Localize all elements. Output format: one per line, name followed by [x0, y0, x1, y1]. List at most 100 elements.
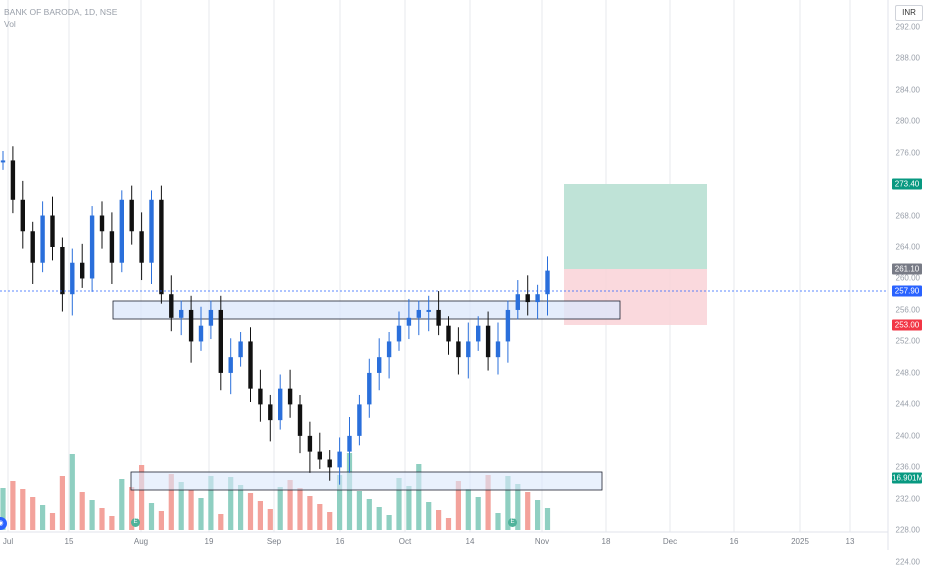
volume-bar — [30, 497, 36, 530]
candle-body — [297, 404, 303, 436]
candle-body — [416, 309, 421, 318]
time-tick-label: 16 — [729, 537, 739, 546]
volume-bar — [49, 513, 56, 530]
candle-body — [535, 294, 540, 303]
time-tick-label: 15 — [64, 537, 74, 546]
candle-body — [337, 451, 342, 468]
volume-bar — [436, 510, 442, 530]
volume-bar — [535, 500, 541, 530]
price-tick-label: 268.00 — [895, 211, 920, 220]
candle-body — [287, 388, 293, 405]
price-tick-label: 284.00 — [895, 85, 920, 95]
volume-bar — [277, 487, 283, 530]
volume-bar — [356, 491, 362, 530]
time-tick-label: Dec — [662, 537, 678, 546]
candle-body — [208, 309, 214, 326]
volume-bar — [396, 478, 402, 530]
volume-bar — [247, 493, 254, 530]
price-tick-label: 292.00 — [895, 22, 920, 32]
time-tick-label: 2025 — [791, 537, 809, 546]
target-zone — [564, 184, 707, 269]
volume-bar — [327, 512, 333, 530]
volume-bar — [406, 486, 412, 530]
price-chart[interactable] — [0, 0, 932, 550]
volume-bars — [0, 453, 551, 530]
time-tick-label: 16 — [335, 537, 345, 546]
volume-bar — [129, 487, 135, 530]
volume-bar — [40, 505, 46, 530]
candle-body — [159, 199, 164, 295]
volume-bar — [168, 474, 174, 530]
time-tick-label: Aug — [133, 537, 149, 546]
volume-bar — [188, 490, 194, 530]
volume-bar — [287, 480, 293, 530]
tradingview-logo-icon[interactable]: ◉ — [0, 517, 7, 530]
volume-bar — [178, 482, 184, 530]
volume-bar — [495, 513, 501, 530]
candle-body — [198, 325, 204, 342]
volume-bar — [198, 498, 204, 530]
price-tick-label: 276.00 — [895, 148, 920, 158]
candle-body — [317, 451, 322, 460]
candle-body — [119, 199, 124, 263]
volume-bar — [445, 518, 452, 530]
volume-bar — [158, 511, 164, 530]
volume-bar — [10, 481, 16, 530]
volume-bar — [346, 453, 353, 530]
candle-body — [238, 341, 243, 358]
candle-body — [80, 262, 85, 279]
candle-body — [347, 435, 352, 452]
price-badge: 253.00 — [892, 319, 922, 331]
volume-bar — [485, 475, 491, 530]
volume-bar — [386, 515, 392, 530]
candle-body — [188, 309, 194, 342]
support-resistance-zones[interactable] — [112, 184, 707, 491]
candle-body — [89, 215, 95, 279]
volume-bar — [297, 488, 303, 530]
price-badge: 261.10 — [892, 263, 922, 275]
volume-bar — [525, 492, 531, 530]
volume-bar — [307, 496, 313, 530]
time-tick-label: 19 — [204, 537, 214, 546]
candle-body — [476, 325, 481, 342]
earnings-icon[interactable]: E — [131, 518, 140, 527]
volume-bar — [208, 476, 214, 530]
candle-body — [485, 325, 491, 358]
volume-bar — [69, 454, 75, 530]
volume-bar — [337, 475, 343, 530]
volume-bar — [99, 508, 105, 530]
candle-body — [139, 231, 144, 263]
candle-body — [386, 341, 392, 358]
currency-button[interactable]: INR — [895, 5, 923, 21]
candle-body — [515, 294, 520, 310]
candle-body — [466, 341, 471, 358]
volume-bar — [0, 488, 6, 530]
candlesticks — [0, 146, 550, 485]
volume-bar — [89, 500, 95, 530]
candle-body — [109, 231, 115, 263]
candle-body — [505, 309, 511, 342]
volume-bar — [376, 507, 382, 530]
volume-indicator-label[interactable]: Vol — [4, 19, 16, 29]
volume-bar — [475, 497, 481, 530]
price-tick-label: 256.00 — [895, 305, 920, 315]
volume-bar — [109, 516, 115, 530]
candle-body — [10, 160, 16, 200]
price-tick-label: 240.00 — [895, 431, 920, 441]
candle-body — [248, 341, 253, 389]
candle-body — [525, 294, 530, 303]
time-tick-label: 13 — [845, 537, 855, 546]
candle-body — [258, 388, 263, 405]
price-tick-label: 280.00 — [895, 116, 920, 126]
volume-bar — [505, 476, 511, 530]
candle-body — [545, 270, 550, 295]
price-tick-label: 288.00 — [895, 53, 920, 63]
candle-body — [446, 325, 451, 342]
time-tick-label: 18 — [601, 537, 611, 546]
candle-body — [149, 199, 154, 263]
candle-body — [278, 388, 283, 421]
earnings-icon[interactable]: E — [508, 518, 517, 527]
candle-body — [357, 404, 362, 436]
candle-body — [367, 372, 372, 405]
symbol-title[interactable]: BANK OF BARODA, 1D, NSE — [4, 7, 118, 17]
